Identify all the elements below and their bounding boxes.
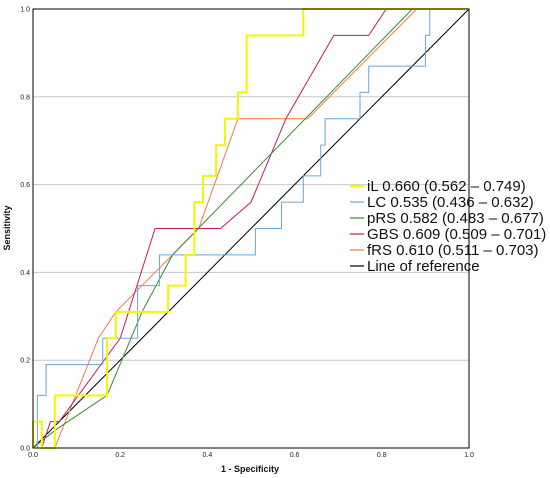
legend-label: iL 0.660 (0.562 – 0.749) [367, 178, 526, 195]
x-tick-label: 0.6 [290, 452, 300, 459]
y-tick-label: 0.2 [20, 358, 30, 365]
y-tick-label: 0.0 [20, 446, 30, 453]
x-tick-label: 1.0 [464, 452, 474, 459]
series-line-5 [54, 8, 469, 449]
y-tick-label: 0.4 [20, 270, 30, 277]
x-tick-label: 0.4 [203, 452, 213, 459]
legend: iL 0.660 (0.562 – 0.749)LC 0.535 (0.436 … [350, 178, 546, 275]
series-line-1 [32, 8, 469, 449]
y-tick-label: 0.8 [20, 94, 30, 101]
grid-lines [33, 96, 469, 361]
legend-label: fRS 0.610 (0.511 – 0.703) [367, 242, 539, 259]
x-tick-label: 0.0 [28, 452, 38, 459]
series-line-2 [33, 8, 469, 449]
x-axis-title: 1 - Specificity [221, 464, 279, 474]
legend-label: pRS 0.582 (0.483 – 0.677) [367, 210, 544, 227]
x-tick-label: 0.8 [377, 452, 387, 459]
y-axis-title: Sensitivity [2, 205, 12, 250]
plot-frame [32, 8, 470, 449]
x-tick-labels: 0.0 0.2 0.4 0.6 0.8 1.0 [28, 452, 474, 459]
y-tick-labels: 0.0 0.2 0.4 0.6 0.8 1.0 [20, 7, 30, 453]
legend-label: LC 0.535 (0.436 – 0.632) [367, 194, 534, 211]
y-tick-label: 0.6 [20, 182, 30, 189]
series-line-4 [41, 8, 469, 449]
legend-label: Line of reference [367, 258, 480, 275]
series-line-6 [32, 8, 470, 449]
legend-label: GBS 0.609 (0.509 – 0.701) [367, 226, 546, 243]
series-lines [32, 8, 470, 449]
y-tick-label: 1.0 [20, 7, 30, 14]
x-tick-label: 0.2 [115, 452, 125, 459]
